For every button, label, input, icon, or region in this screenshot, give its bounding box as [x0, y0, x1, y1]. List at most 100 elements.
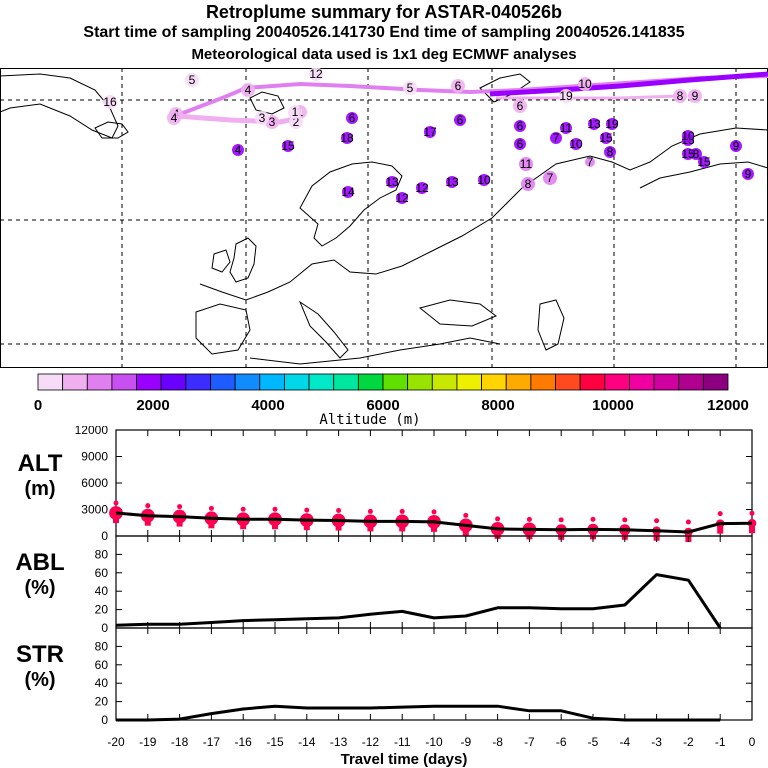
- map-marker-label: 7: [547, 171, 554, 185]
- x-axis-label: Travel time (days): [341, 751, 468, 768]
- x-tick-label: -3: [651, 735, 662, 749]
- uk-coast: [229, 237, 257, 283]
- x-tick-label: -1: [715, 735, 726, 749]
- map-marker-dot: [396, 192, 408, 204]
- colorbar-tick-label: 6000: [366, 397, 399, 414]
- map-marker-label: 19: [605, 117, 619, 131]
- alt-dot-lower: [526, 531, 533, 540]
- y-tick-label: 80: [95, 547, 109, 561]
- map-marker-dot: [403, 81, 417, 95]
- europe-coast: [199, 127, 768, 301]
- map-marker-dot: [346, 112, 358, 124]
- panel-alt: 12000 9000 6000 3000 0 ALT(m): [18, 426, 757, 543]
- colorbar-cell: [456, 373, 482, 391]
- colorbar-cell: [308, 373, 335, 391]
- map-marker-label: 9: [733, 139, 740, 153]
- alt-dot-upper: [685, 519, 691, 525]
- greenland-coast: [0, 73, 119, 139]
- map-marker-dot: [288, 105, 302, 119]
- map-marker-dot: [578, 77, 592, 91]
- alt-dot-lower: [399, 523, 406, 532]
- alt-dot-lower: [717, 525, 724, 534]
- map-marker-label: 6: [455, 79, 462, 93]
- map-marker-dot: [103, 95, 117, 109]
- alt-dot-lower: [494, 530, 501, 539]
- map-marker-dot: [451, 79, 465, 93]
- italy-coast: [298, 300, 349, 359]
- map-marker-label: 14: [341, 185, 355, 199]
- map-marker-dot: [478, 174, 490, 186]
- y-tick-label: 40: [95, 584, 109, 598]
- map-marker-dot: [341, 132, 353, 144]
- coastlines: [0, 73, 768, 365]
- map-marker-label: 13: [385, 175, 399, 189]
- alt-dot-upper: [399, 508, 405, 514]
- y-tick-label: 0: [101, 529, 108, 543]
- alt-dot-upper: [590, 516, 596, 522]
- y-tick-label: 3000: [81, 503, 108, 517]
- iceland-coast: [94, 121, 129, 139]
- map-marker-dot: [550, 132, 562, 144]
- colorbar-tick-label: 12000: [707, 397, 749, 414]
- map-marker-dot: [588, 118, 600, 130]
- colorbar-label: Altitude (m): [319, 412, 420, 428]
- urals-asia-coast: [639, 161, 768, 189]
- colorbar-tick-label: 8000: [481, 397, 514, 414]
- alt-dot-upper: [558, 517, 564, 523]
- map-marker-label: 6: [517, 99, 524, 113]
- map-marker-dot: [742, 168, 754, 180]
- colorbar-cell: [333, 373, 359, 391]
- y-tick-label: 6000: [81, 476, 108, 490]
- map-marker-dot: [521, 177, 535, 191]
- map-marker-label: 8: [607, 145, 614, 159]
- map-marker-dot: [682, 148, 694, 160]
- alt-dot-upper: [654, 518, 660, 524]
- x-tick-label: -14: [298, 735, 316, 749]
- map-marker-dot: [570, 138, 582, 150]
- map-marker-dot: [559, 89, 573, 103]
- map-marker-dot: [185, 73, 199, 87]
- panel-frame: [115, 535, 753, 629]
- caspian-coast: [537, 299, 565, 351]
- map-marker-label: 19: [559, 89, 573, 103]
- map-marker-label: 17: [423, 125, 437, 139]
- colorbar-cell: [62, 373, 88, 391]
- y-tick-label: 60: [95, 658, 109, 672]
- map-marker-label: 13: [587, 117, 601, 131]
- map-marker-dot: [560, 122, 572, 134]
- panel-ylabel: (%): [24, 669, 55, 691]
- panel-ylabel: ALT: [18, 450, 63, 477]
- map-marker-label: 6: [517, 119, 524, 133]
- map-marker-dot: [585, 157, 595, 167]
- map-marker-label: 10: [681, 129, 695, 143]
- x-tick-label: -17: [203, 735, 221, 749]
- y-tick-label: 0: [101, 713, 108, 727]
- alt-dot-upper: [177, 504, 183, 510]
- map-marker-dot: [606, 118, 618, 130]
- alt-dot-lower: [462, 527, 469, 536]
- map-marker-label: 12: [395, 191, 409, 205]
- chart-title: Retroplume summary for ASTAR-040526b: [205, 2, 563, 22]
- series-line: [116, 704, 721, 722]
- colorbar-cell: [234, 373, 261, 391]
- map-marker-label: 6: [457, 113, 464, 127]
- map-marker-label: 6: [517, 137, 524, 151]
- colorbar-tick-label: 0: [34, 397, 42, 414]
- x-tick-label: -2: [683, 735, 694, 749]
- alt-dot-upper: [304, 507, 310, 513]
- alt-dot-lower: [272, 521, 278, 530]
- x-tick-label: -16: [235, 735, 253, 749]
- alt-dot-upper: [526, 516, 532, 522]
- colorbar-cell: [86, 373, 113, 391]
- map-marker-label: 7: [553, 131, 560, 145]
- colorbar-cell: [481, 373, 507, 391]
- map-marker-label: 3: [259, 111, 266, 125]
- colorbar-cell: [37, 373, 64, 391]
- y-tick-label: 0: [101, 621, 108, 635]
- colorbar-cell: [579, 373, 606, 391]
- map-marker-label: 7: [587, 155, 594, 169]
- alt-dot-upper: [208, 505, 214, 511]
- y-tick-label: 9000: [81, 450, 108, 464]
- colorbar-cell: [136, 373, 162, 391]
- map-marker-dot: [424, 126, 436, 138]
